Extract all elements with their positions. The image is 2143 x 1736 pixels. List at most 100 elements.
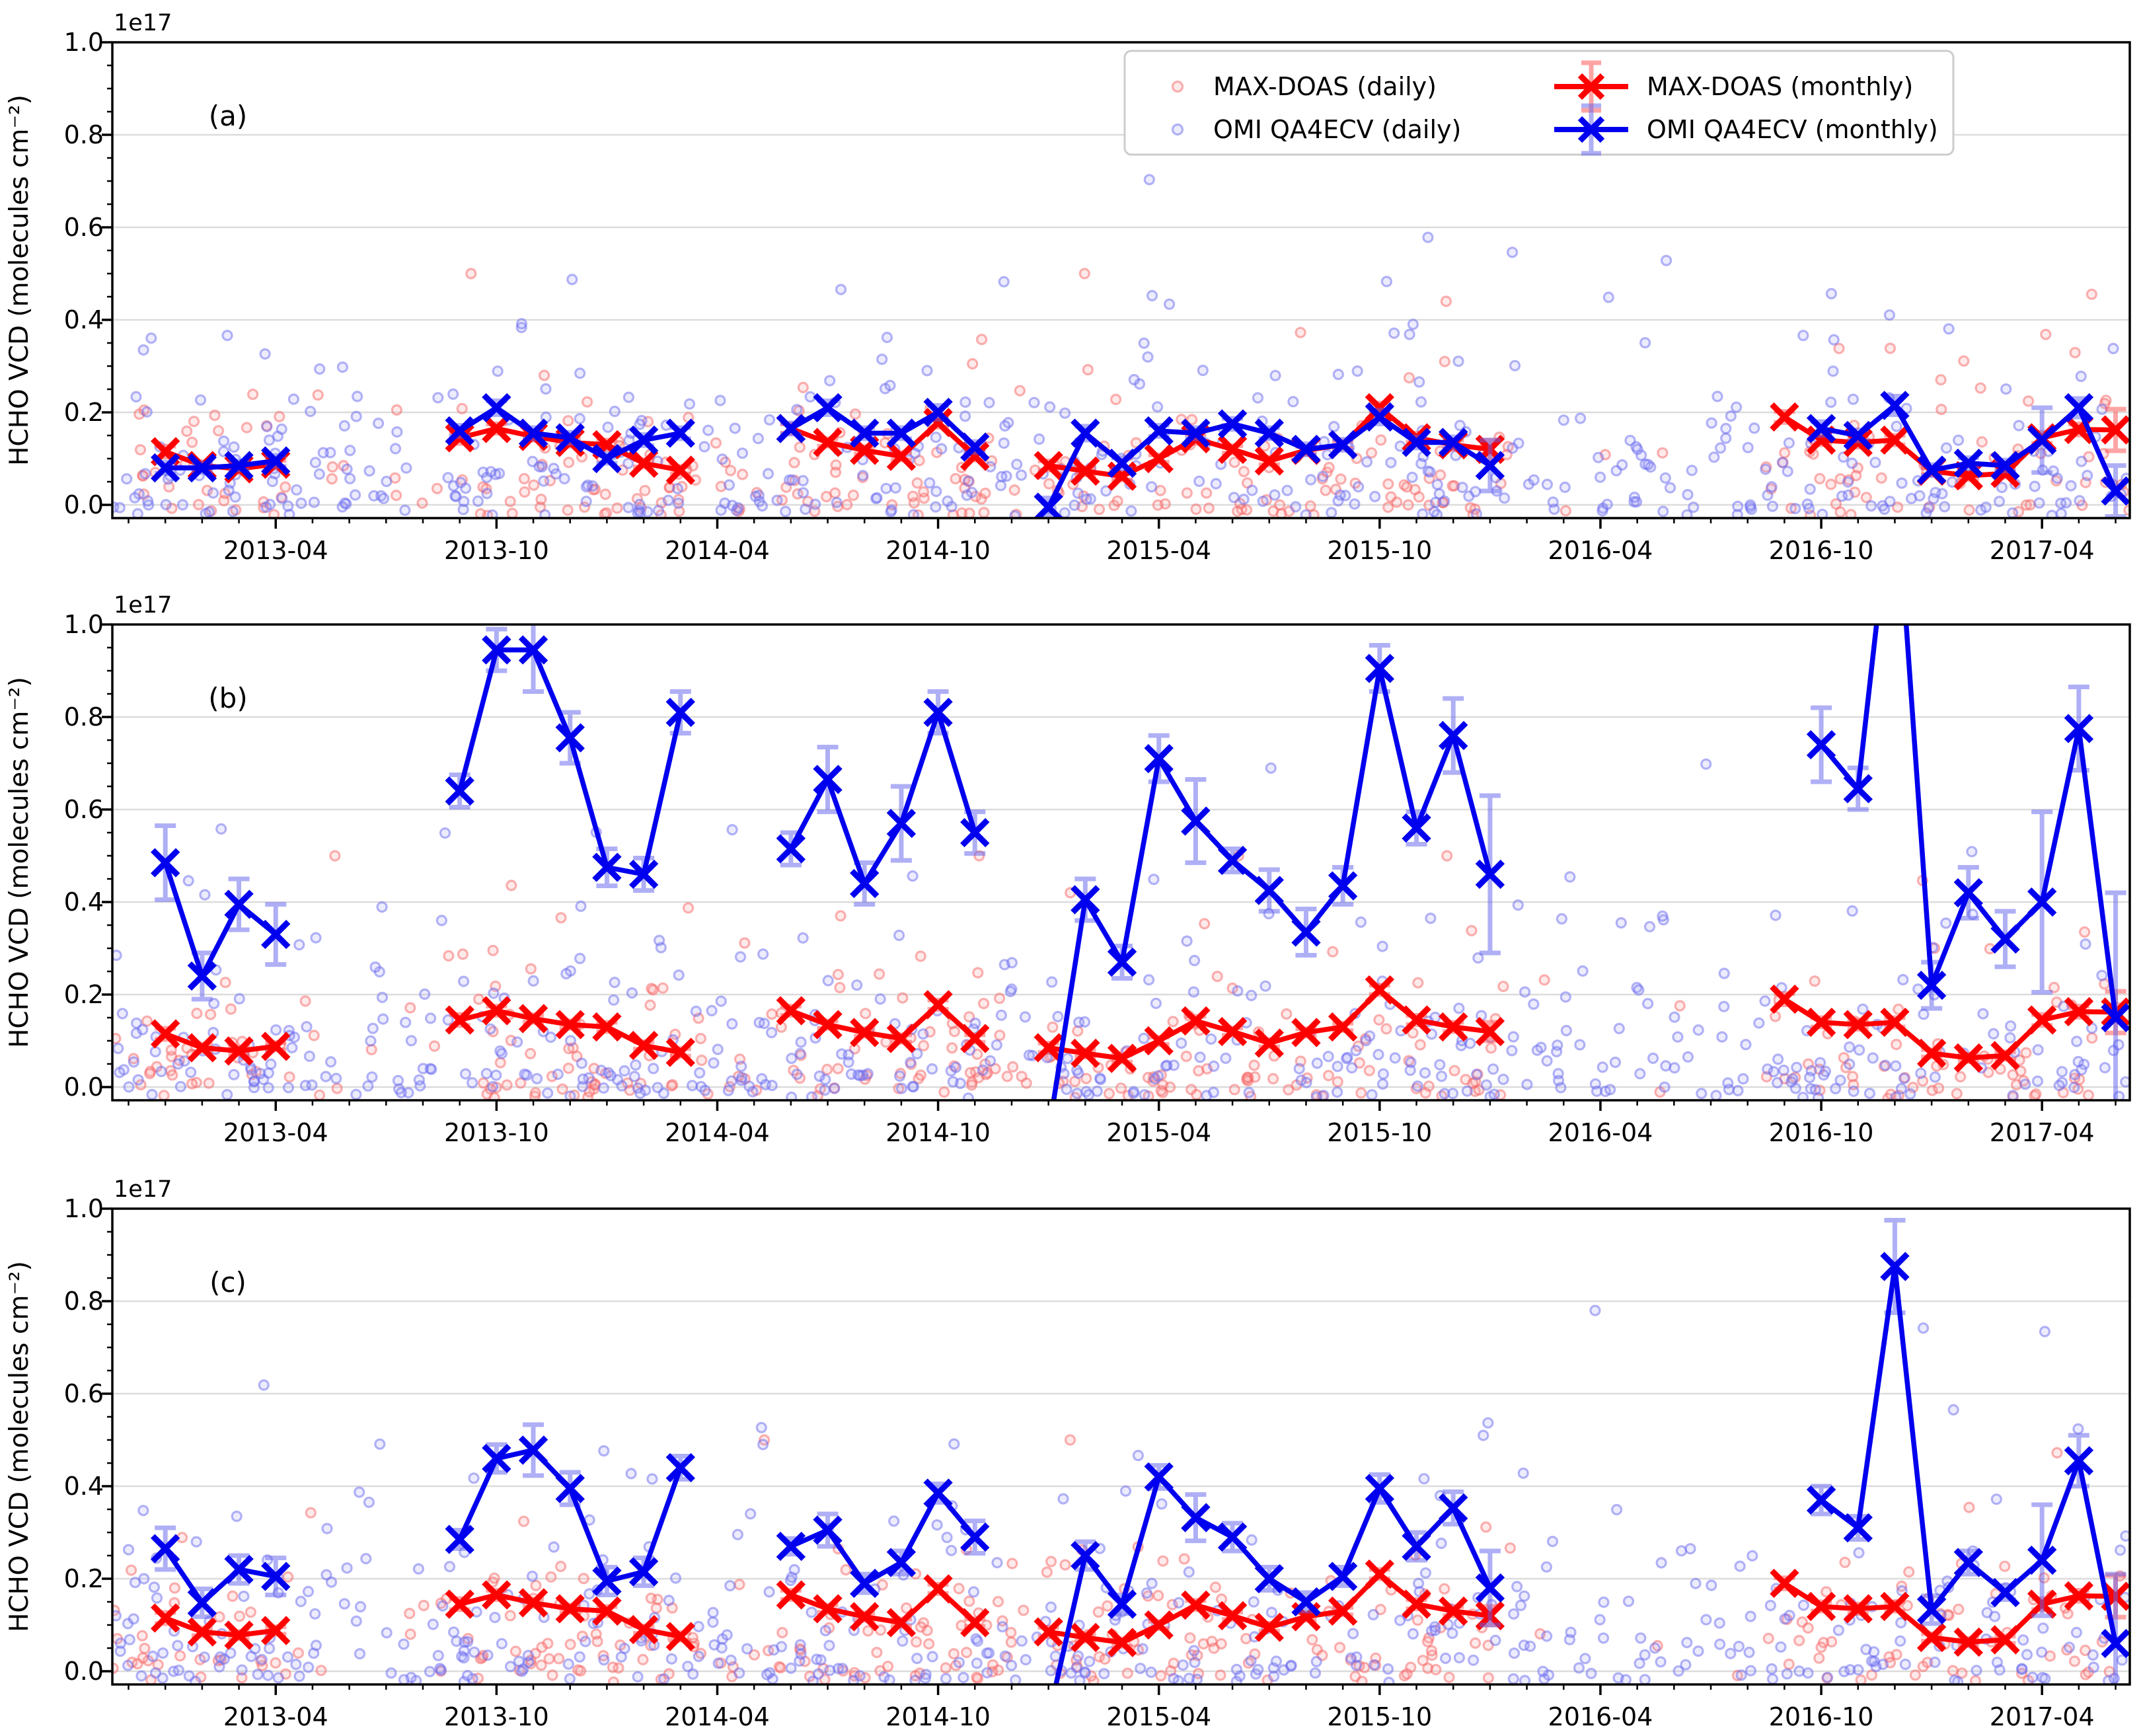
monthly-marker-x [923,1478,953,1508]
omi-daily-point [1996,481,2008,494]
monthly-marker-x [482,393,511,423]
omi-daily-point [786,474,798,486]
omi-daily-point [1119,1485,1132,1497]
omi-daily-point [1259,980,1271,992]
monthly-marker-x [1291,1018,1321,1047]
maxdoas-daily-point [607,1661,619,1673]
omi-daily-point [391,426,403,438]
omi-daily-point [1405,1056,1417,1069]
omi-daily-point [815,1654,827,1666]
maxdoas-daily-point [776,1627,788,1639]
omi-daily-point [146,1088,158,1100]
omi-daily-point [969,1017,981,1030]
monthly-marker-x [776,996,806,1026]
omi-daily-point [819,1084,831,1096]
monthly-marker-x [1034,492,1063,518]
omi-daily-point [399,504,411,516]
legend-marker-x [1577,73,1605,100]
omi-daily-point [276,492,288,504]
omi-daily-point [236,1664,248,1676]
omi-daily-point [854,1670,866,1682]
omi-daily-point [1193,475,1205,487]
omi-daily-point [683,398,696,410]
maxdoas-daily-point [1419,1087,1431,1099]
omi-daily-point [1971,1665,1982,1677]
monthly-line [164,1031,276,1054]
omi-daily-point [1575,412,1587,424]
omi-daily-point [1488,1088,1500,1100]
omi-daily-point [1183,1673,1195,1684]
omi-daily-point [469,1646,480,1658]
omi-daily-point [1895,1635,1906,1647]
maxdoas-daily-point [1467,1077,1479,1089]
maxdoas-daily-legend-icon [1171,80,1184,93]
maxdoas-daily-point [650,1602,662,1614]
blue-daily-scatter [113,758,2129,1100]
omi-daily-point [1332,368,1344,381]
axes-spines [111,623,2131,1102]
omi-daily-point [381,1627,393,1639]
monthly-marker-x [1916,1622,1947,1653]
maxdoas-daily-point [554,1560,567,1572]
monthly-marker-x [1402,428,1431,457]
omi-daily-point [626,987,638,999]
monthly-line [165,458,276,471]
maxdoas-daily-point [1093,504,1106,515]
omi-daily-point [522,1649,535,1661]
maxdoas-daily-point [788,457,800,469]
maxdoas-daily-point [1497,981,1509,993]
maxdoas-daily-point [391,404,403,416]
monthly-marker-x [2027,1545,2057,1575]
maxdoas-daily-point [1470,1637,1482,1649]
maxdoas-daily-point [915,950,926,962]
omi-daily-point [262,1669,274,1681]
omi-daily-point [245,1064,257,1076]
omi-daily-point [766,1079,778,1092]
omi-daily-point [1725,1647,1737,1659]
omi-daily-point [1541,478,1553,490]
omi-daily-point [1346,1062,1358,1074]
monthly-marker-x [813,765,843,794]
omi-daily-point [113,950,122,962]
omi-daily-point [1611,1503,1623,1516]
omi-daily-point [1624,434,1636,447]
omi-daily-point [484,1023,496,1035]
omi-daily-point [490,1069,502,1081]
monthly-marker-x [1071,1038,1100,1069]
omi-daily-point [721,1629,733,1641]
maxdoas-daily-point [225,1003,237,1015]
maxdoas-daily-point [2048,981,2060,994]
maxdoas-daily-point [509,1645,522,1657]
omi-daily-point [481,488,493,500]
omi-daily-point [1519,986,1531,998]
maxdoas-daily-point [1891,1649,1902,1661]
omi-daily-point [2005,1020,2017,1032]
omi-daily-point [451,1636,463,1647]
maxdoas-daily-point [2024,499,2036,511]
maxdoas-daily-point [1080,1073,1092,1084]
omi-daily-point [138,1573,150,1585]
monthly-marker-x [1806,1591,1836,1622]
omi-daily-point [1895,1617,1907,1629]
omi-daily-point [1431,478,1443,490]
offset-label-b: 1e17 [114,592,172,619]
maxdoas-daily-point [1809,975,1821,987]
omi-daily-point [1918,1008,1930,1020]
maxdoas-daily-point [1825,478,1837,490]
omi-daily-point [1418,1473,1430,1485]
omi-daily-point [1507,246,1519,258]
omi-daily-point [349,489,361,501]
omi-daily-point [531,1073,543,1084]
monthly-marker-x [1880,425,1910,455]
omi-daily-point [1993,496,2006,508]
maxdoas-daily-point [578,1573,589,1585]
maxdoas-daily-point [946,1042,958,1054]
omi-daily-point [1143,974,1155,986]
omi-daily-point [1988,1028,2000,1040]
omi-daily-point [1265,1606,1278,1618]
omi-daily-point [282,1651,294,1663]
maxdoas-daily-point [501,1079,513,1091]
omi-daily-point [320,1569,332,1581]
maxdoas-daily-point [1211,970,1223,983]
monthly-marker-x [592,1012,622,1042]
